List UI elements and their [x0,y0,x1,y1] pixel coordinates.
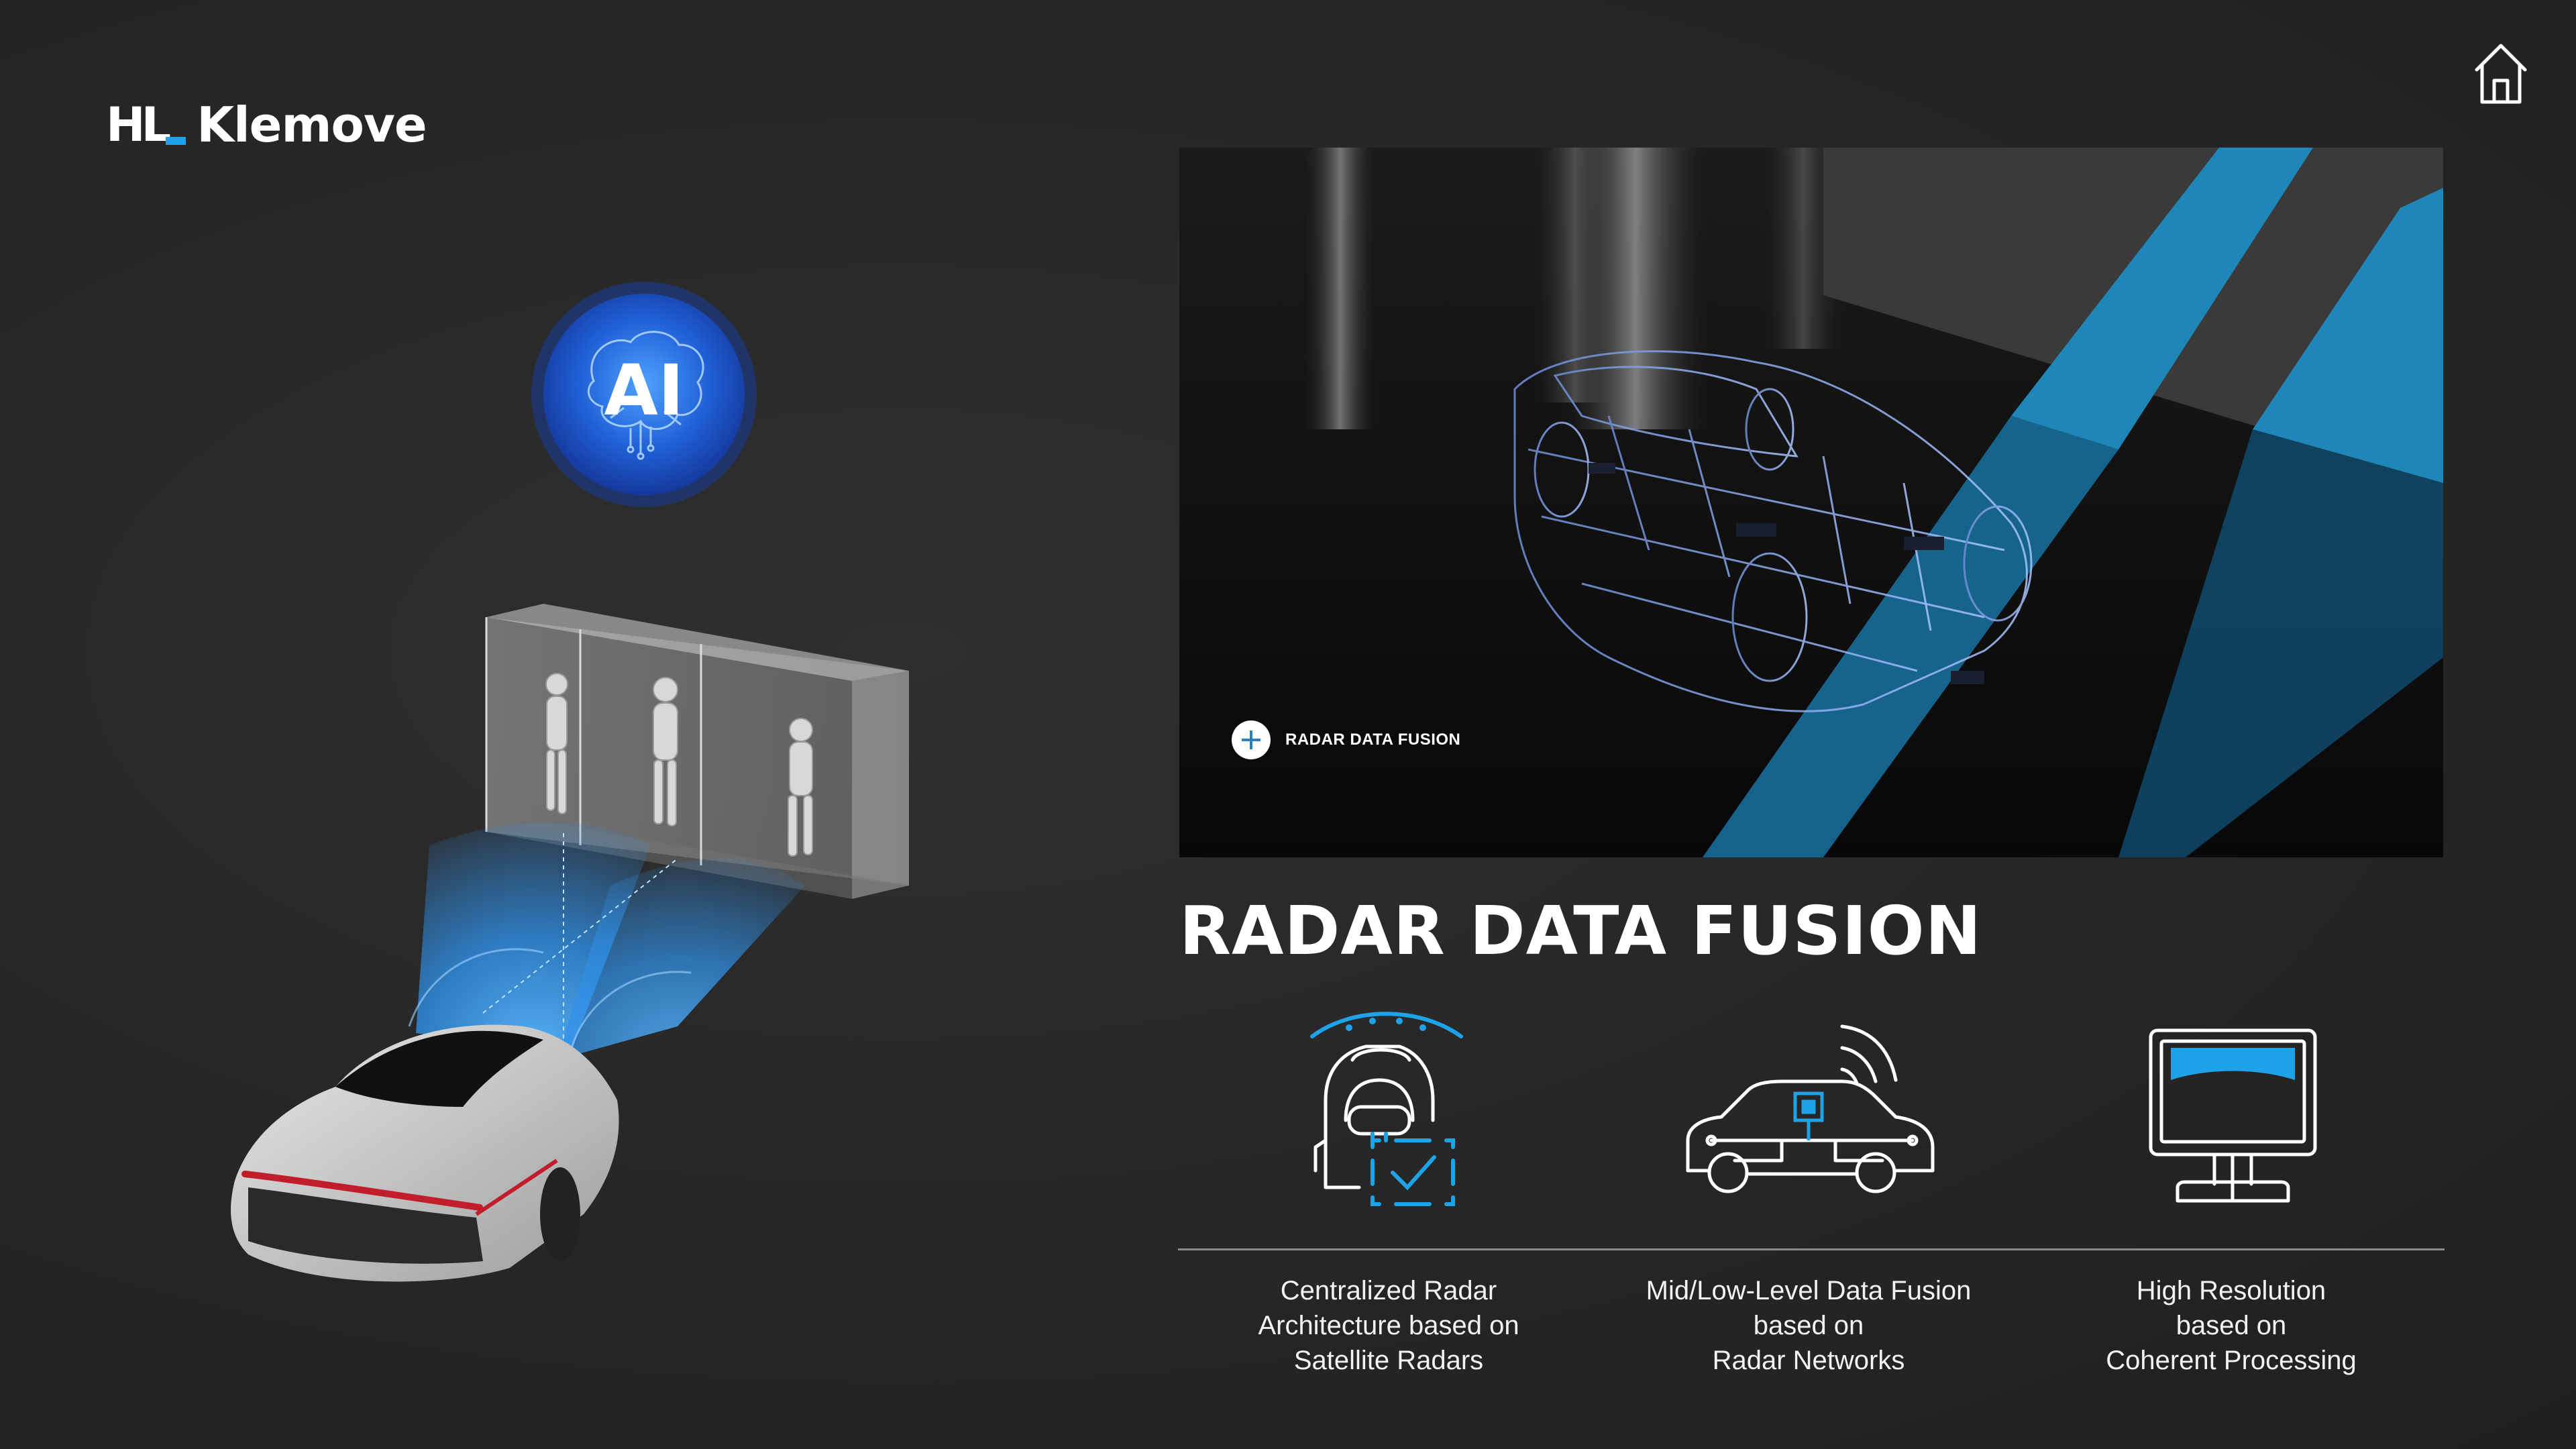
centralized-radar-icon [1285,1006,1487,1221]
feature-caption-centralized-radar: Centralized Radar Architecture based on … [1201,1273,1576,1378]
plus-icon [1232,720,1271,759]
caption-line: High Resolution [2136,1276,2326,1305]
section-title: RADAR DATA FUSION [1179,892,1982,970]
caption-line: Satellite Radars [1293,1346,1484,1375]
feature-caption-data-fusion: Mid/Low-Level Data Fusion based on Radar… [1621,1273,1996,1378]
logo-mark-text: HL [106,97,171,152]
radar-scene-illustration [208,590,946,1322]
caption-line: Radar Networks [1712,1346,1905,1375]
car-radar-network-icon [1674,1006,1943,1221]
feature-caption-high-resolution: High Resolution based on Coherent Proces… [2043,1273,2419,1378]
monitor-icon [2137,1006,2325,1221]
ai-badge: AI [530,280,758,508]
logo-mark: HL [106,101,186,148]
ai-brain-icon: AI [531,282,757,507]
radar-fusion-video-panel[interactable] [1179,148,2443,857]
caption-line: based on [2176,1311,2287,1340]
ai-label: AI [604,350,684,431]
hotspot-label: RADAR DATA FUSION [1285,731,1461,749]
logo-wordmark: Klemove [197,97,427,153]
wireframe-car-render [1179,148,2443,857]
home-button[interactable] [2471,40,2530,107]
home-icon [2475,44,2527,104]
caption-line: Architecture based on [1258,1311,1519,1340]
logo-accent-bar [166,137,186,145]
caption-line: based on [1753,1311,1864,1340]
caption-line: Mid/Low-Level Data Fusion [1646,1276,1972,1305]
caption-line: Centralized Radar [1280,1276,1497,1305]
car-illustration [231,1024,619,1282]
features-divider [1178,1248,2445,1250]
radar-data-fusion-hotspot[interactable]: RADAR DATA FUSION [1232,720,1460,759]
caption-line: Coherent Processing [2106,1346,2357,1375]
brand-logo: HL Klemove [106,101,427,149]
